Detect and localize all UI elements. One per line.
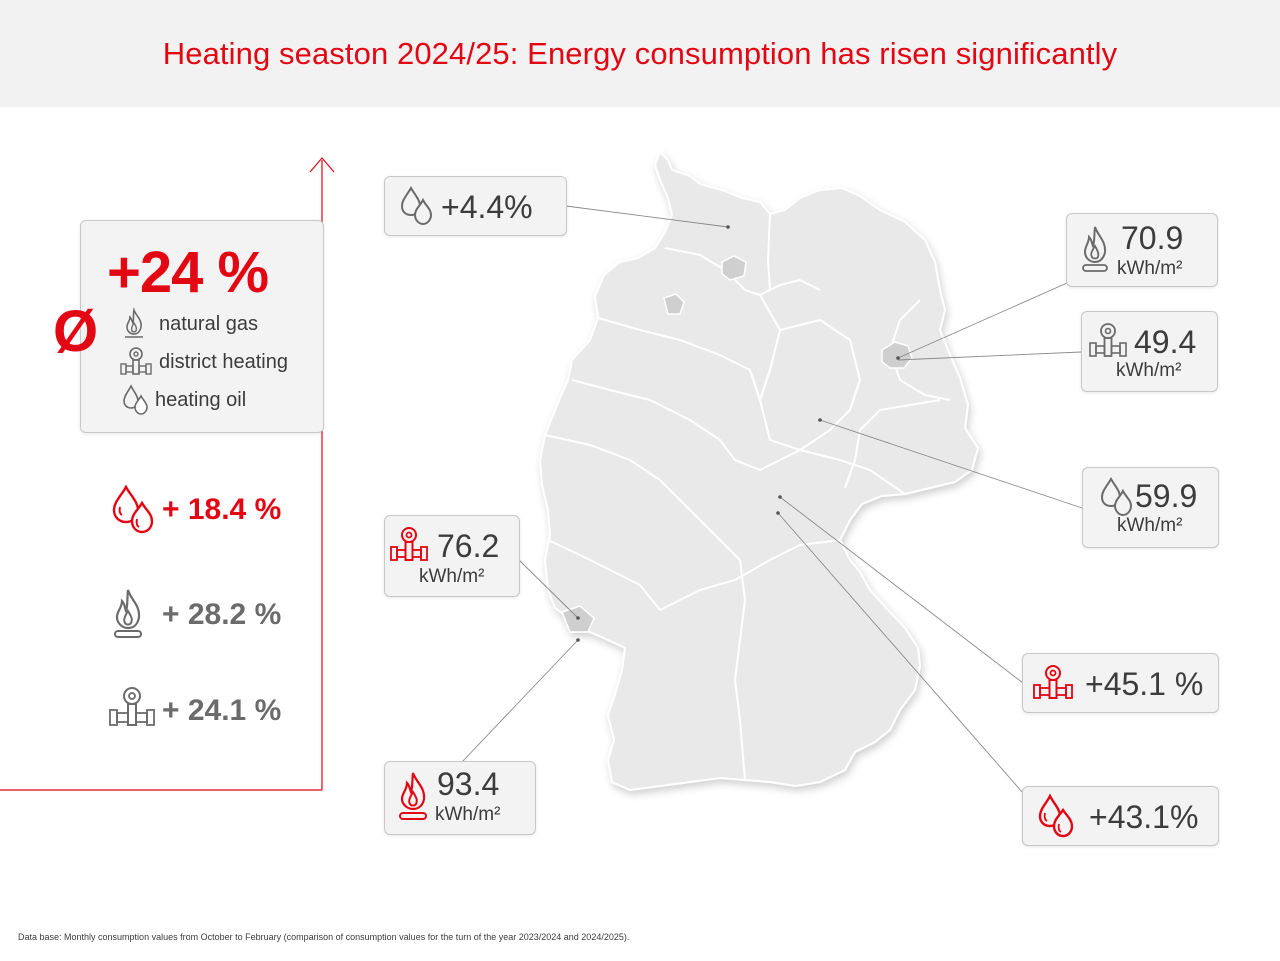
footnote: Data base: Monthly consumption values fr… bbox=[18, 932, 630, 942]
average-box: +24 % Ø natural gas district heating hea… bbox=[53, 220, 324, 433]
callout-south-oil: +43.1% bbox=[1022, 786, 1219, 846]
average-value: +24 % bbox=[107, 240, 269, 305]
header-banner: Heating seaston 2024/25: Energy consumpt… bbox=[0, 0, 1280, 107]
callout-east-gas: 70.9 kWh/m² bbox=[1066, 213, 1218, 287]
callout-south-oil-value: +43.1% bbox=[1089, 799, 1199, 835]
callout-east-gas-unit: kWh/m² bbox=[1117, 258, 1183, 279]
leader-dots bbox=[576, 225, 900, 642]
oil-drops-icon bbox=[112, 484, 154, 534]
bremen-shape bbox=[663, 293, 685, 315]
state-borders bbox=[544, 213, 951, 781]
district-heating-icon bbox=[390, 527, 428, 561]
change-value-gas: + 28.2 % bbox=[162, 598, 282, 631]
oil-drops-icon bbox=[1038, 793, 1074, 838]
callout-southwest-gas-value: 93.4 bbox=[437, 766, 500, 802]
flame-icon bbox=[125, 307, 143, 338]
average-symbol: Ø bbox=[53, 299, 99, 364]
district-heating-icon bbox=[1033, 665, 1073, 699]
page-title: Heating seaston 2024/25: Energy consumpt… bbox=[162, 36, 1118, 71]
callout-berlin-district-unit: kWh/m² bbox=[1116, 360, 1182, 381]
callout-west-district-value: 76.2 bbox=[437, 528, 500, 564]
callout-east-oil-value: 59.9 bbox=[1135, 478, 1198, 514]
callout-east-gas-value: 70.9 bbox=[1121, 220, 1184, 256]
change-value-oil: + 18.4 % bbox=[162, 493, 282, 526]
callout-east-oil: 59.9 kWh/m² bbox=[1082, 467, 1219, 548]
district-heating-icon bbox=[1089, 323, 1127, 357]
berlin-shape bbox=[881, 341, 913, 369]
change-value-district: + 24.1 % bbox=[162, 694, 282, 727]
callout-southwest-gas-unit: kWh/m² bbox=[435, 804, 501, 825]
callout-south-district: +45.1 % bbox=[1022, 653, 1219, 713]
legend-label-natural-gas: natural gas bbox=[159, 313, 258, 335]
legend-label-district-heating: district heating bbox=[159, 351, 288, 373]
callout-berlin-district: 49.4 kWh/m² bbox=[1081, 311, 1218, 392]
oil-drops-icon bbox=[123, 384, 148, 415]
flame-icon bbox=[114, 589, 142, 638]
hamburg-shape bbox=[721, 255, 747, 281]
callout-west-district-unit: kWh/m² bbox=[419, 566, 485, 587]
callout-north-oil: +4.4% bbox=[384, 176, 567, 236]
district-heating-icon bbox=[109, 687, 155, 726]
district-heating-icon bbox=[120, 347, 152, 375]
callout-east-oil-unit: kWh/m² bbox=[1117, 515, 1183, 536]
germany-map bbox=[538, 150, 980, 792]
flame-icon bbox=[1082, 226, 1108, 272]
oil-drops-icon bbox=[400, 185, 433, 226]
leader-lines bbox=[461, 205, 1083, 794]
flame-icon bbox=[399, 772, 427, 820]
callout-berlin-district-value: 49.4 bbox=[1134, 324, 1197, 360]
callout-west-district: 76.2 kWh/m² bbox=[384, 515, 520, 597]
callout-southwest-gas: 93.4 kWh/m² bbox=[384, 761, 536, 835]
legend-label-heating-oil: heating oil bbox=[155, 389, 247, 411]
oil-drops-icon bbox=[1100, 476, 1133, 517]
callout-north-oil-value: +4.4% bbox=[441, 189, 533, 225]
callout-south-district-value: +45.1 % bbox=[1085, 666, 1204, 702]
